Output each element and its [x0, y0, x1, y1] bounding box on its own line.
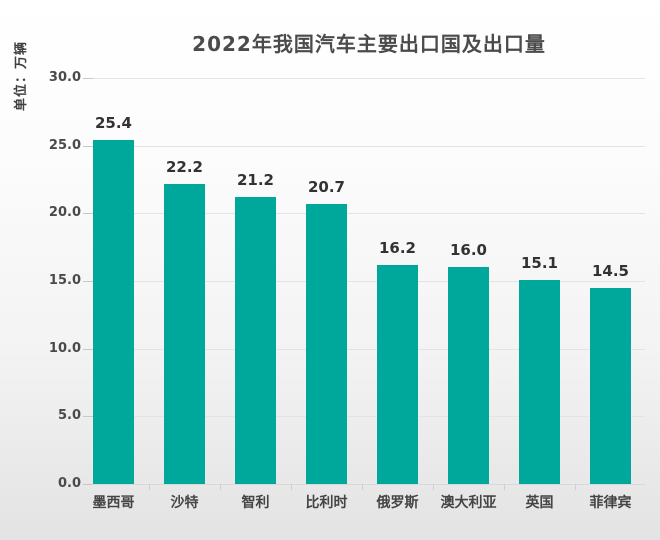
bar [448, 267, 489, 484]
category-label: 墨西哥 [92, 495, 135, 511]
category-label: 俄罗斯 [376, 495, 419, 511]
gridline [83, 281, 645, 282]
gridline [83, 78, 645, 79]
bar [164, 183, 205, 484]
gridline [83, 348, 645, 350]
y-tick-label: 25.0 [48, 137, 81, 153]
category-label: 沙特 [170, 495, 199, 511]
gridline [83, 145, 645, 147]
bar-value-label: 15.1 [520, 253, 558, 272]
category-label: 英国 [525, 495, 554, 511]
axis-tick [83, 348, 93, 350]
category-label: 比利时 [305, 495, 348, 511]
category-label: 智利 [241, 495, 270, 511]
y-tick-label: 30.0 [48, 70, 81, 85]
x-axis-tick [433, 484, 434, 490]
bar-value-label: 21.2 [236, 171, 274, 190]
gridline [83, 416, 645, 418]
x-axis-tick [362, 484, 363, 490]
gridline [83, 213, 645, 215]
bar [590, 287, 631, 484]
bar-value-label: 22.2 [165, 157, 203, 176]
x-axis-tick [504, 484, 505, 490]
x-axis-tick [291, 484, 292, 490]
bar [519, 279, 560, 484]
y-tick-label: 0.0 [57, 476, 81, 491]
x-axis-line [83, 484, 645, 485]
category-label: 菲律宾 [589, 495, 632, 511]
x-axis-tick [149, 484, 150, 490]
axis-tick [83, 281, 93, 282]
bar [93, 140, 134, 484]
bar-value-label: 20.7 [307, 177, 345, 196]
x-axis-tick [575, 484, 576, 490]
y-tick-label: 5.0 [57, 408, 81, 424]
bar-value-label: 16.2 [378, 238, 416, 257]
y-tick-label: 20.0 [48, 205, 81, 221]
axis-tick [83, 416, 93, 418]
bar-value-label: 25.4 [94, 114, 132, 133]
chart-title: 2022年我国汽车主要出口国及出口量 [192, 32, 546, 56]
y-tick-label: 10.0 [48, 340, 81, 356]
axis-tick [83, 484, 93, 485]
category-label: 澳大利亚 [440, 495, 497, 511]
bar [377, 264, 418, 484]
bar [235, 197, 276, 484]
y-tick-label: 15.0 [48, 273, 81, 288]
bar-value-label: 14.5 [591, 261, 629, 280]
y-axis-unit-label: 单位：万辆 [14, 41, 29, 112]
bar-value-label: 16.0 [449, 241, 487, 260]
plot-area: 0.0 5.0 10.0 15.0 20.0 25.0 30.0 25.4 墨西哥 22.2 沙特 2… [49, 70, 645, 511]
x-axis-tick [220, 484, 221, 490]
axis-tick [83, 145, 93, 147]
axis-tick [83, 213, 93, 215]
axis-tick [83, 78, 93, 79]
bar [306, 203, 347, 484]
